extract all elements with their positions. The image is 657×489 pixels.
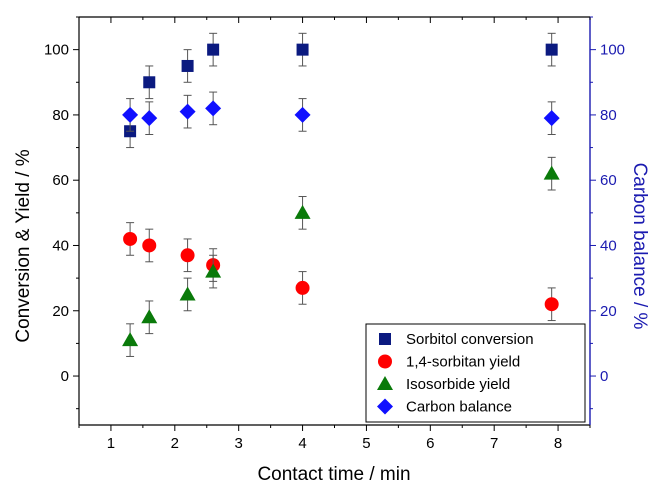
data-point [207,43,220,56]
legend-label: Sorbitol conversion [406,331,534,348]
data-point [123,231,138,246]
data-point [141,110,158,127]
data-point [141,309,158,324]
x-tick-label: 3 [235,435,243,452]
y2-tick-label: 40 [600,237,617,254]
data-point [545,43,558,56]
data-point [543,165,560,180]
data-point [180,248,195,263]
data-point [296,43,309,56]
series-isosorbide-yield [122,156,560,357]
y2-tick-label: 0 [600,368,608,385]
series-carbon-balance [122,91,560,136]
x-axis: 1 2 3 4 5 6 7 8 [78,17,591,452]
y-tick-label: 0 [61,368,69,385]
x-axis-title: Contact time / min [257,464,410,485]
y-axis-right: 0 20 40 60 80 100 [590,16,625,410]
legend-label: Carbon balance [406,399,512,416]
series-1-4-sorbitan-yield [123,222,559,322]
legend-marker [378,354,392,369]
legend-box [365,323,586,423]
data-point [122,332,139,347]
x-tick-label: 7 [490,435,498,452]
data-point [544,297,559,312]
data-point [543,110,560,127]
data-point [181,59,194,72]
x-tick-label: 5 [362,435,370,452]
y-tick-label: 80 [52,107,69,124]
legend-label: 1,4-sorbitan yield [406,354,520,371]
legend: Sorbitol conversion 1,4-sorbitan yield Iso… [365,323,586,423]
x-tick-label: 2 [171,435,179,452]
data-point [205,263,222,278]
data-point [143,76,156,89]
legend-marker [377,376,393,390]
x-tick-label: 1 [107,435,115,452]
series-sorbitol-conversion [124,32,558,149]
y2-tick-label: 60 [600,172,617,189]
data-point [142,238,157,253]
y-tick-label: 40 [52,237,69,254]
data-point [295,280,310,295]
data-point [179,286,196,301]
legend-label: Isosorbide yield [406,376,510,393]
y2-tick-label: 20 [600,303,617,320]
y-axis-title: Conversion & Yield / % [13,149,34,342]
y2-axis-title: Carbon balance / % [629,163,650,330]
data-point [179,103,196,120]
data-point [294,204,311,219]
x-tick-label: 8 [554,435,562,452]
x-tick-label: 6 [426,435,434,452]
y-tick-label: 60 [52,172,69,189]
legend-marker [377,398,393,415]
y-tick-label: 100 [44,42,69,59]
data-point [294,106,311,123]
series-layer [122,32,560,357]
legend-marker [379,333,391,345]
y-axis-left: 0 20 40 60 80 100 [44,16,79,410]
data-point [122,106,139,123]
y2-tick-label: 100 [600,42,625,59]
x-tick-label: 4 [298,435,306,452]
data-point [205,100,222,117]
y2-tick-label: 80 [600,107,617,124]
y-tick-label: 20 [52,303,69,320]
